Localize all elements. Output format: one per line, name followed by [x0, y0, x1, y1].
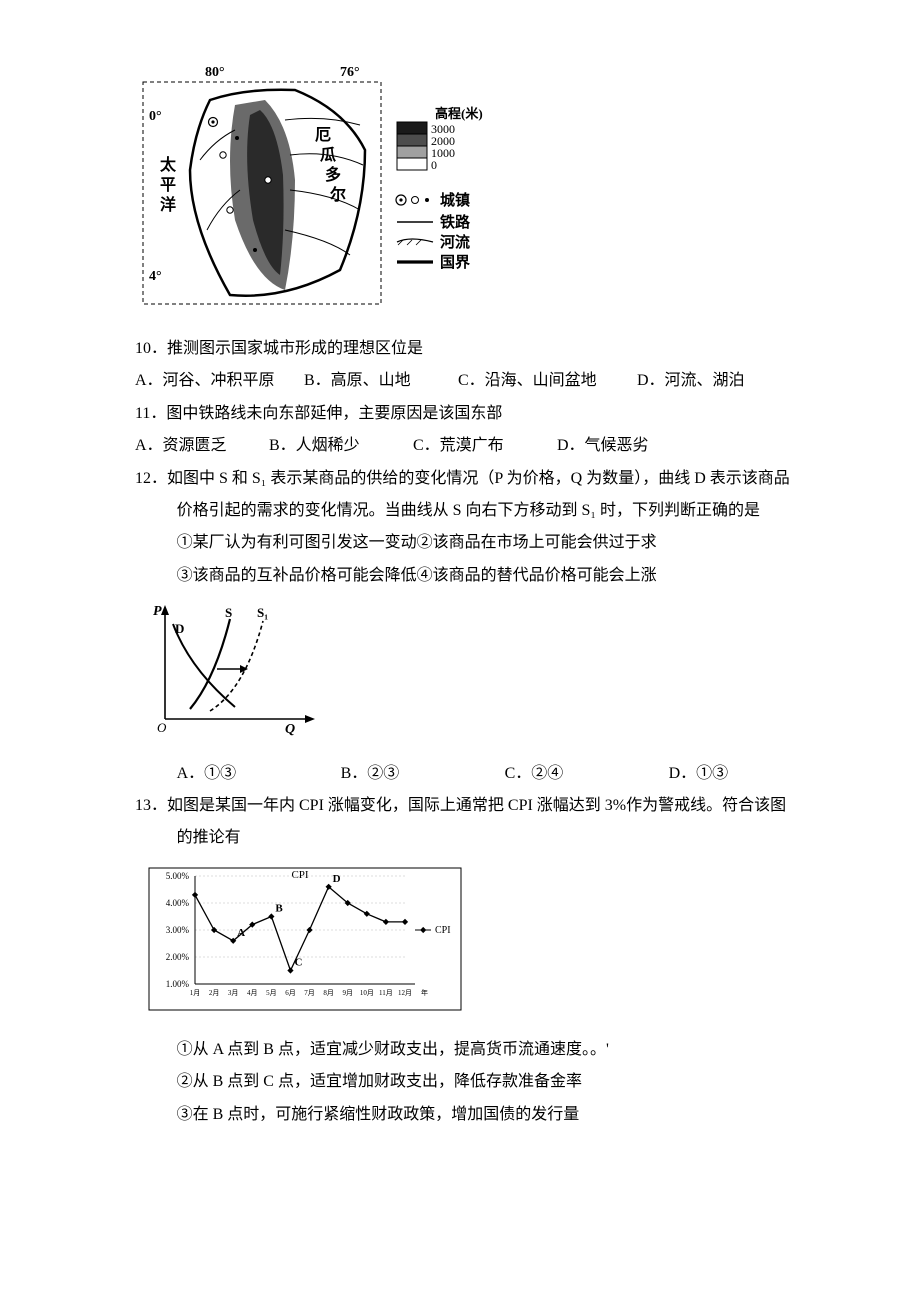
- lon-80: 80°: [205, 65, 225, 80]
- svg-text:4月: 4月: [247, 989, 258, 997]
- svg-text:国界: 国界: [440, 254, 470, 271]
- svg-text:D: D: [333, 872, 341, 884]
- q11-options: A．资源匮乏 B．人烟稀少 C．荒漠广布 D．气候恶劣: [135, 431, 790, 461]
- svg-text:8月: 8月: [323, 989, 334, 997]
- q12-opt-b: B．②③: [341, 759, 501, 789]
- svg-text:D: D: [175, 621, 184, 636]
- q12-stem-l2: 价格引起的需求的变化情况。当曲线从 S 向右下方移动到 S₁ 时，下列判断正确的…: [135, 496, 790, 526]
- svg-text:A: A: [237, 926, 245, 938]
- lat-0: 0°: [149, 109, 162, 124]
- q13-stem-l2: 的推论有: [135, 823, 790, 853]
- q12-s1: ①某厂认为有利可图引发这一变动②该商品在市场上可能会供过于求: [135, 528, 790, 558]
- q10-stem: 10．推测图示国家城市形成的理想区位是: [135, 334, 790, 364]
- q12-stem-l1: 12．如图中 S 和 S₁ 表示某商品的供给的变化情况（P 为价格，Q 为数量）…: [135, 464, 790, 494]
- q13-s2: ②从 B 点到 C 点，适宜增加财政支出，降低存款准备金率: [135, 1067, 790, 1097]
- q10-opt-d: D．河流、湖泊: [637, 366, 745, 396]
- q12-opt-a: A．①③: [177, 759, 337, 789]
- svg-text:10月: 10月: [360, 989, 374, 997]
- svg-text:3.00%: 3.00%: [166, 925, 190, 935]
- svg-text:9月: 9月: [342, 989, 353, 997]
- q11-stem: 11．图中铁路线未向东部延伸，主要原因是该国东部: [135, 399, 790, 429]
- svg-text:Q: Q: [285, 722, 295, 737]
- svg-text:铁路: 铁路: [440, 213, 471, 231]
- svg-text:2月: 2月: [209, 989, 220, 997]
- q13-s1: ①从 A 点到 B 点，适宜减少财政支出，提高货币流通速度。。': [135, 1035, 790, 1065]
- svg-text:11月: 11月: [379, 989, 393, 997]
- svg-text:P: P: [153, 604, 162, 619]
- q12-opt-c: C．②④: [505, 759, 665, 789]
- q11-opt-d: D．气候恶劣: [557, 431, 649, 461]
- ecuador-map-svg: 80° 76° 0° 4° 太 平 洋 厄 瓜 多 尔 高程: [135, 60, 515, 320]
- sd-svg: P O Q D S S₁: [145, 599, 325, 739]
- cpi-chart: 5.00% 4.00% 3.00% 2.00% 1.00%1月 2月 3月 4月 5月 6月 7月 8…: [145, 864, 790, 1025]
- q11-opt-c: C．荒漠广布: [413, 431, 553, 461]
- svg-text:尔: 尔: [330, 185, 346, 204]
- q13-s3: ③在 B 点时，可施行紧缩性财政政策，增加国债的发行量: [135, 1100, 790, 1130]
- svg-text:3月: 3月: [228, 989, 239, 997]
- svg-text:S₁: S₁: [257, 605, 268, 620]
- q12-s2: ③该商品的互补品价格可能会降低④该商品的替代品价格可能会上涨: [135, 561, 790, 591]
- supply-demand-chart: P O Q D S S₁: [145, 599, 790, 750]
- svg-text:瓜: 瓜: [320, 146, 336, 164]
- svg-text:5.00%: 5.00%: [166, 871, 190, 881]
- svg-text:12月: 12月: [398, 989, 412, 997]
- q11-opt-b: B．人烟稀少: [269, 431, 409, 461]
- svg-text:城镇: 城镇: [440, 191, 470, 209]
- q10-opt-a: A．河谷、冲积平原: [135, 366, 300, 396]
- svg-text:5月: 5月: [266, 989, 277, 997]
- cpi-svg: 5.00% 4.00% 3.00% 2.00% 1.00%1月 2月 3月 4月 5月 6月 7月 8…: [145, 864, 465, 1014]
- q13-stem-l1: 13．如图是某国一年内 CPI 涨幅变化，国际上通常把 CPI 涨幅达到 3%作…: [135, 791, 790, 821]
- svg-text:C: C: [294, 956, 302, 968]
- ecuador-map-figure: 80° 76° 0° 4° 太 平 洋 厄 瓜 多 尔 高程: [135, 60, 790, 320]
- lon-76: 76°: [340, 65, 360, 80]
- svg-text:O: O: [157, 720, 167, 735]
- ocean-label: 太: [159, 155, 177, 174]
- svg-text:河流: 河流: [440, 233, 470, 251]
- svg-text:4.00%: 4.00%: [166, 898, 190, 908]
- q10-opt-b: B．高原、山地: [304, 366, 454, 396]
- svg-text:2.00%: 2.00%: [166, 952, 190, 962]
- svg-text:B: B: [275, 902, 283, 914]
- country-label: 厄: [315, 126, 331, 144]
- svg-text:洋: 洋: [160, 195, 176, 214]
- svg-text:CPI: CPI: [435, 925, 451, 936]
- svg-text:6月: 6月: [285, 989, 296, 997]
- svg-text:多: 多: [325, 165, 341, 184]
- svg-text:年: 年: [421, 988, 428, 997]
- q10-opt-c: C．沿海、山间盆地: [458, 366, 633, 396]
- svg-text:CPI: CPI: [291, 869, 308, 881]
- q12-options: A．①③ B．②③ C．②④ D．①③: [135, 759, 790, 789]
- svg-text:S: S: [225, 605, 232, 620]
- q12-opt-d: D．①③: [669, 759, 729, 789]
- lat-4: 4°: [149, 269, 162, 284]
- svg-text:平: 平: [160, 176, 176, 194]
- svg-text:0: 0: [431, 158, 437, 172]
- svg-text:1.00%: 1.00%: [166, 979, 190, 989]
- svg-text:7月: 7月: [304, 989, 315, 997]
- q11-opt-a: A．资源匮乏: [135, 431, 265, 461]
- svg-text:1月: 1月: [190, 989, 201, 997]
- q10-options: A．河谷、冲积平原 B．高原、山地 C．沿海、山间盆地 D．河流、湖泊: [135, 366, 790, 396]
- legend-title: 高程(米): [435, 106, 483, 121]
